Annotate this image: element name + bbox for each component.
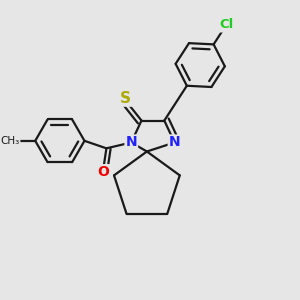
Text: N: N — [169, 136, 180, 149]
Text: N: N — [125, 136, 137, 149]
Text: CH₃: CH₃ — [1, 136, 20, 146]
Text: Cl: Cl — [219, 19, 233, 32]
Text: S: S — [120, 91, 131, 106]
Text: O: O — [97, 165, 109, 179]
